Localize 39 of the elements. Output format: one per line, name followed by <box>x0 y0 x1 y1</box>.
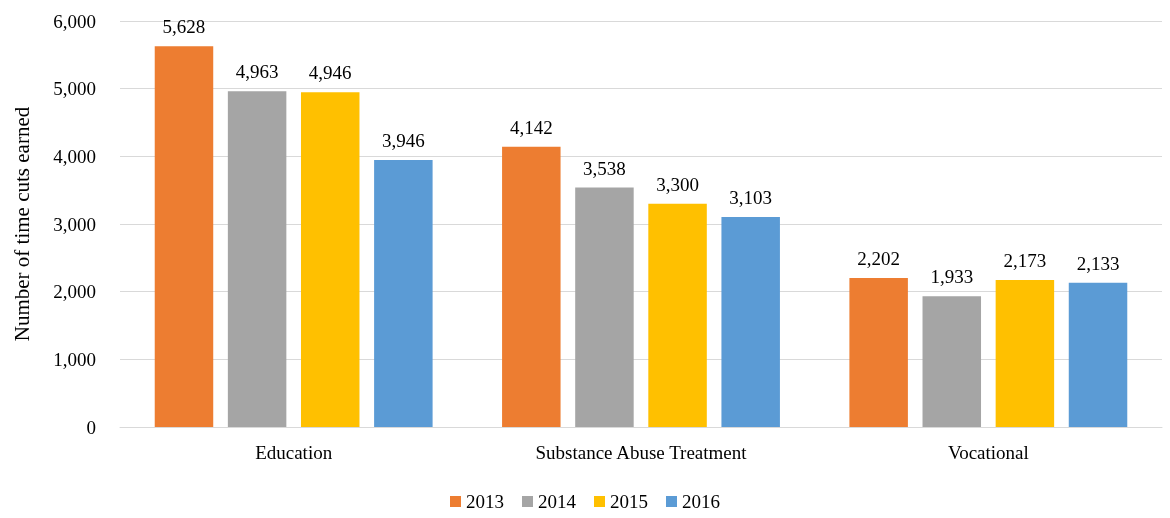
bar <box>648 203 707 427</box>
data-label: 4,142 <box>509 116 553 138</box>
bar <box>575 187 634 427</box>
bar <box>300 92 360 427</box>
y-tick-label: 0 <box>86 416 96 438</box>
data-label: 2,173 <box>1003 249 1047 271</box>
y-tick-label: 1,000 <box>53 348 96 370</box>
data-label: 4,963 <box>235 61 279 83</box>
legend-label: 2015 <box>610 491 648 512</box>
bar <box>502 146 561 427</box>
data-label: 3,946 <box>381 129 425 151</box>
bar <box>922 296 982 427</box>
data-label: 3,103 <box>729 187 773 209</box>
legend-label: 2014 <box>538 491 577 512</box>
bar <box>374 159 433 427</box>
y-tick-label: 4,000 <box>53 145 96 167</box>
x-tick-label: Vocational <box>947 442 1029 463</box>
y-tick-label: 2,000 <box>53 281 96 303</box>
legend-label: 2016 <box>682 491 720 512</box>
y-tick-label: 5,000 <box>53 78 96 100</box>
bar <box>227 91 287 427</box>
data-label: 1,933 <box>930 266 974 288</box>
y-tick-label: 6,000 <box>53 10 96 32</box>
data-label: 3,300 <box>656 173 699 195</box>
bar <box>849 278 908 427</box>
y-tick-label: 3,000 <box>53 213 96 235</box>
data-label: 5,628 <box>162 16 206 38</box>
x-tick-label: Substance Abuse Treatment <box>535 442 748 463</box>
bar <box>1068 282 1128 427</box>
data-label: 2,133 <box>1076 252 1120 274</box>
y-axis-title: Number of time cuts earned <box>9 106 34 342</box>
data-label: 3,538 <box>583 157 626 179</box>
data-label: 4,946 <box>308 62 352 84</box>
bar <box>995 279 1055 427</box>
bar <box>154 46 214 427</box>
bar <box>721 217 780 427</box>
x-tick-label: Education <box>255 442 333 463</box>
legend-label: 2013 <box>466 491 504 512</box>
data-label: 2,202 <box>857 248 901 269</box>
